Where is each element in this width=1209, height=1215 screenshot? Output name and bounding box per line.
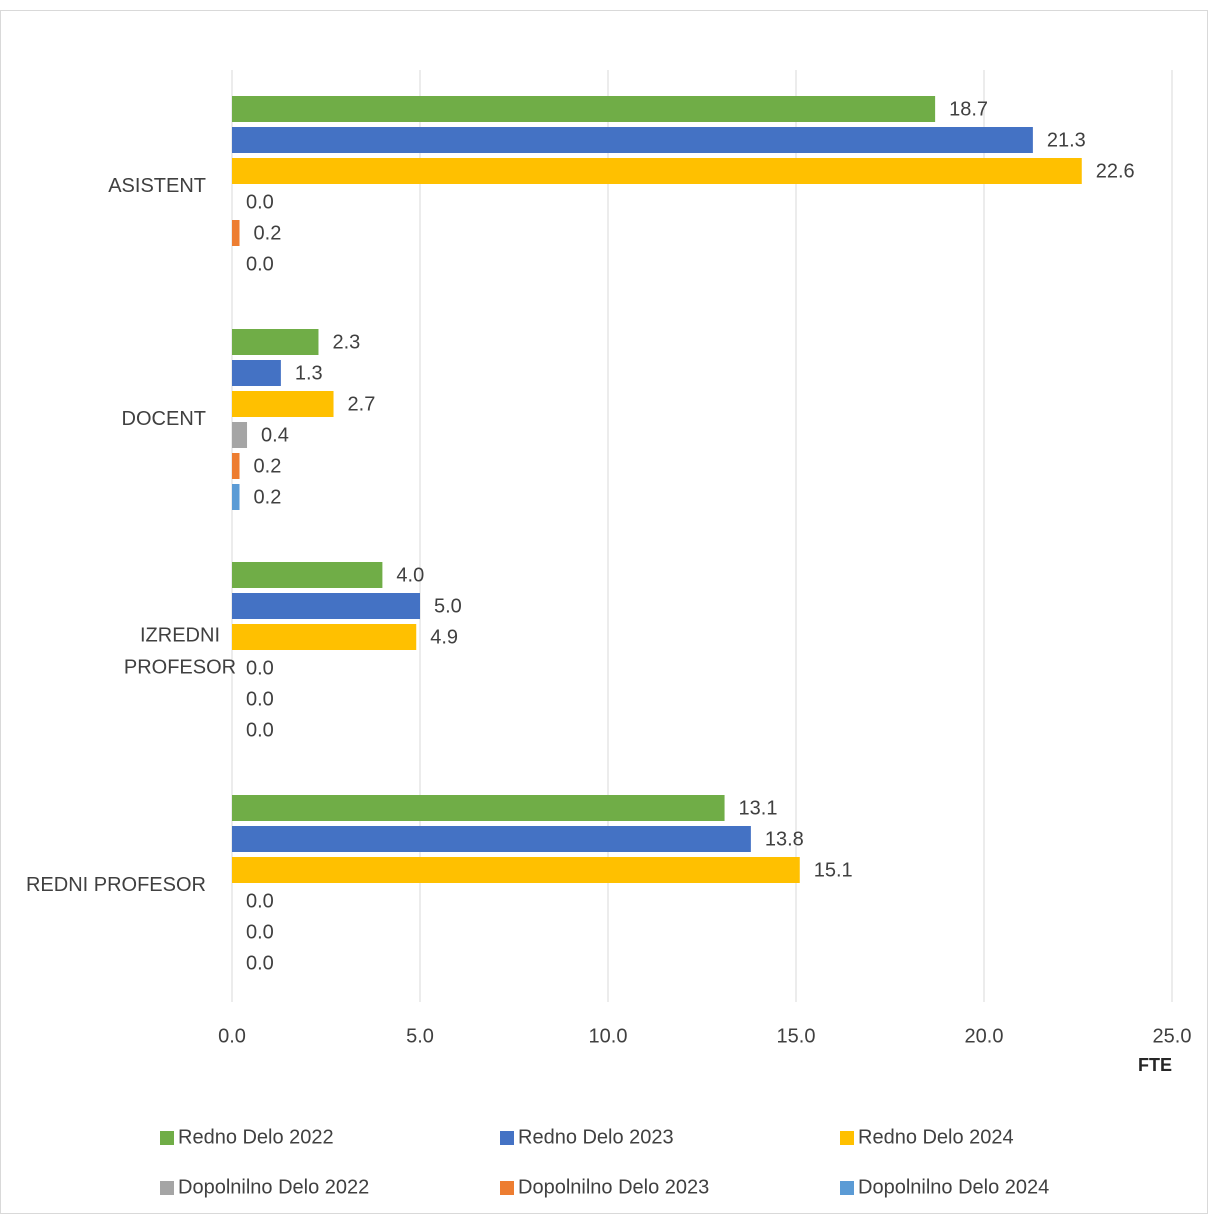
bar — [232, 857, 800, 883]
data-label: 21.3 — [1047, 129, 1086, 151]
data-label: 18.7 — [949, 98, 988, 120]
y-tick-label: IZREDNI PROFESOR — [124, 625, 236, 679]
data-label: 2.7 — [348, 393, 376, 415]
legend-label: Redno Delo 2023 — [518, 1126, 674, 1148]
bar — [232, 795, 725, 821]
bar — [232, 158, 1082, 184]
bar — [232, 127, 1033, 153]
data-label: 5.0 — [434, 595, 462, 617]
data-label: 1.3 — [295, 362, 323, 384]
data-label: 0.4 — [261, 424, 289, 446]
data-label: 0.2 — [254, 455, 282, 477]
legend-label: Redno Delo 2022 — [178, 1126, 334, 1148]
data-label: 0.0 — [246, 657, 274, 679]
legend-label: Dopolnilno Delo 2024 — [858, 1176, 1049, 1198]
data-label: 13.1 — [739, 797, 778, 819]
data-label: 4.9 — [430, 626, 458, 648]
data-label: 0.0 — [246, 688, 274, 710]
legend-swatch — [160, 1181, 174, 1195]
bar — [232, 220, 240, 246]
bar — [232, 484, 240, 510]
bar — [232, 96, 936, 122]
bar — [232, 422, 248, 448]
x-tick-label: 20.0 — [965, 1025, 1004, 1047]
bar — [232, 624, 417, 650]
legend-swatch — [160, 1131, 174, 1145]
data-label: 15.1 — [814, 859, 853, 881]
data-label: 0.0 — [246, 952, 274, 974]
x-axis-title: FTE — [1138, 1055, 1172, 1075]
x-tick-label: 25.0 — [1153, 1025, 1192, 1047]
x-tick-label: 0.0 — [218, 1025, 246, 1047]
bar — [232, 360, 281, 386]
legend-swatch — [840, 1131, 854, 1145]
data-label: 0.0 — [246, 253, 274, 275]
legend-label: Dopolnilno Delo 2022 — [178, 1176, 369, 1198]
y-tick-label: ASISTENT — [108, 175, 206, 197]
data-label: 0.0 — [246, 191, 274, 213]
x-tick-label: 5.0 — [406, 1025, 434, 1047]
data-label: 4.0 — [396, 564, 424, 586]
bar — [232, 826, 751, 852]
data-label: 22.6 — [1096, 160, 1135, 182]
bar — [232, 391, 334, 417]
legend-label: Redno Delo 2024 — [858, 1126, 1014, 1148]
x-tick-label: 10.0 — [589, 1025, 628, 1047]
data-label: 0.0 — [246, 890, 274, 912]
data-label: 13.8 — [765, 828, 804, 850]
data-label: 0.0 — [246, 719, 274, 741]
y-tick-label: DOCENT — [122, 408, 206, 430]
legend-swatch — [840, 1181, 854, 1195]
data-label: 0.2 — [254, 486, 282, 508]
data-label: 2.3 — [332, 331, 360, 353]
bar — [232, 593, 420, 619]
legend-swatch — [500, 1131, 514, 1145]
chart-border — [0, 10, 1208, 1214]
bar — [232, 562, 383, 588]
y-tick-label: REDNI PROFESOR — [26, 874, 206, 896]
bar — [232, 453, 240, 479]
legend-swatch — [500, 1181, 514, 1195]
bar — [232, 329, 319, 355]
x-tick-label: 15.0 — [777, 1025, 816, 1047]
data-label: 0.2 — [254, 222, 282, 244]
legend-label: Dopolnilno Delo 2023 — [518, 1176, 709, 1198]
data-label: 0.0 — [246, 921, 274, 943]
